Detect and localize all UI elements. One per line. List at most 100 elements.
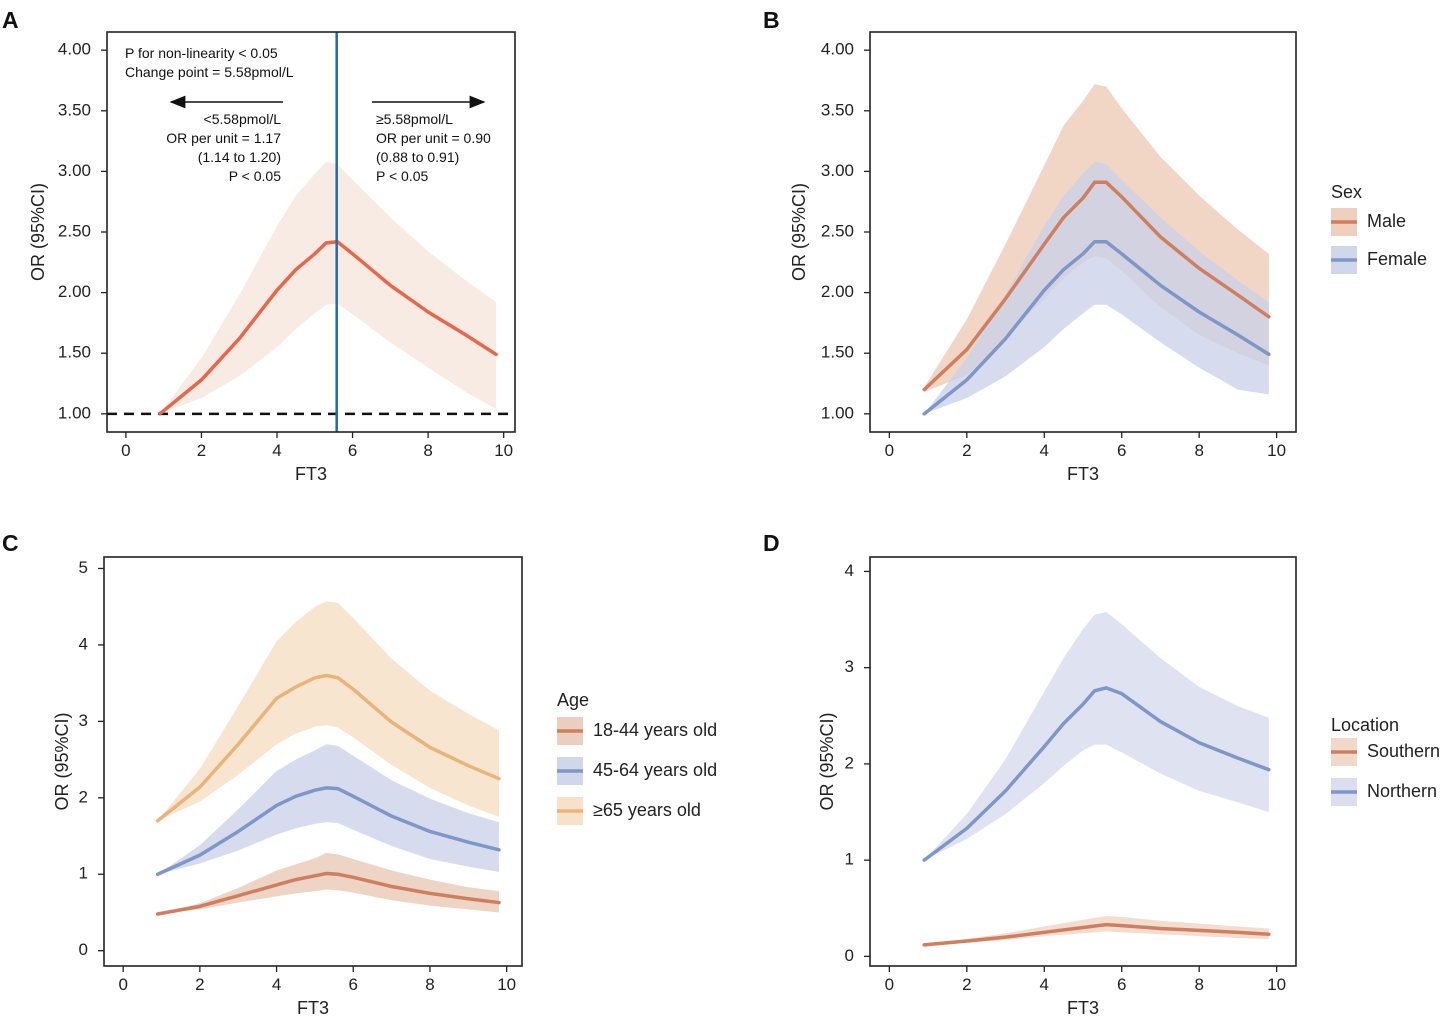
x-tick-label: 0 (118, 975, 127, 994)
x-tick-label: 8 (423, 441, 432, 460)
x-tick-label: 4 (272, 975, 281, 994)
y-tick-label: 1 (79, 864, 88, 883)
legend-label: Northern (1367, 781, 1437, 801)
x-tick-label: 4 (272, 441, 281, 460)
x-tick-label: 10 (494, 441, 513, 460)
annotation-change-point: Change point = 5.58pmol/L (125, 64, 294, 80)
y-tick-label: 1.50 (821, 343, 854, 362)
plot-area (922, 84, 1271, 416)
x-tick-label: 2 (195, 975, 204, 994)
y-tick-label: 0 (845, 946, 854, 965)
series-line-overall (158, 239, 498, 416)
x-axis-label: FT3 (1067, 998, 1099, 1018)
ci-band-45-64-years-old (157, 744, 499, 875)
x-tick-label: 10 (497, 975, 516, 994)
legend-label: Female (1367, 249, 1427, 269)
ci-band-18-44-years-old (157, 852, 499, 915)
legend-label: 45-64 years old (593, 760, 717, 780)
x-tick-label: 4 (1040, 975, 1049, 994)
panel-d: D 0 2 4 6 8 10 0 1 2 3 4 FT3 OR (95%CI) Location Southe… (763, 530, 1440, 1018)
plot-frame (869, 556, 1297, 967)
x-tick-label: 6 (1117, 975, 1126, 994)
x-tick-label: 2 (962, 441, 971, 460)
series-line-45-64-years-old (155, 786, 501, 877)
annotation-right-3: (0.88 to 0.91) (376, 149, 459, 165)
y-tick-label: 2 (79, 787, 88, 806)
legend-label: Male (1367, 211, 1406, 231)
y-tick-label: 3.50 (58, 100, 91, 119)
y-tick-label: 4 (845, 561, 854, 580)
x-tick-label: 0 (121, 441, 130, 460)
x-tick-label: 10 (1267, 975, 1286, 994)
plot-area (922, 611, 1271, 947)
annotation-left-3: (1.14 to 1.20) (198, 149, 281, 165)
legend-item: 45-64 years old (557, 757, 717, 785)
legend-item: Female (1331, 246, 1427, 274)
y-tick-label: 2.00 (58, 282, 91, 301)
y-tick-label: 3.00 (58, 161, 91, 180)
x-axis-label: FT3 (297, 998, 329, 1018)
y-tick-label: 2.50 (58, 221, 91, 240)
annotation-right-4: P < 0.05 (376, 168, 429, 184)
legend-item: Northern (1331, 778, 1437, 806)
plot-area (155, 601, 501, 916)
ci-band-northern (924, 611, 1269, 861)
y-tick-label: 3 (845, 657, 854, 676)
x-tick-label: 6 (349, 975, 358, 994)
y-tick-label: 3.50 (821, 100, 854, 119)
y-tick-label: 3.00 (821, 161, 854, 180)
y-axis-label: OR (95%CI) (28, 183, 48, 281)
series-line--65-years-old (155, 673, 501, 823)
y-axis-label: OR (95%CI) (789, 183, 809, 281)
y-tick-label: 2 (845, 753, 854, 772)
ci-band-female (924, 161, 1269, 414)
x-tick-label: 2 (962, 975, 971, 994)
legend-label: ≥65 years old (593, 800, 701, 820)
legend-title: Sex (1331, 182, 1362, 202)
x-tick-label: 8 (1194, 975, 1203, 994)
series-line-male (922, 180, 1271, 392)
annotation-left-2: OR per unit = 1.17 (166, 130, 281, 146)
y-tick-label: 4.00 (821, 40, 854, 59)
y-tick-label: 1.00 (821, 403, 854, 422)
y-axis-label: OR (95%CI) (817, 712, 837, 810)
legend-item: 18-44 years old (557, 717, 717, 745)
y-axis-label: OR (95%CI) (52, 712, 72, 810)
legend-item: Southern (1331, 738, 1440, 766)
plot-area (107, 161, 515, 416)
y-tick-label: 1.50 (58, 343, 91, 362)
y-tick-label: 2.50 (821, 221, 854, 240)
y-tick-label: 5 (79, 558, 88, 577)
series-line-northern (922, 686, 1271, 862)
x-axis-label: FT3 (1067, 464, 1099, 484)
ci-band-overall (159, 161, 497, 414)
panel-label: B (763, 7, 780, 33)
panel-label: D (763, 530, 780, 556)
legend-item: Male (1331, 208, 1406, 236)
x-tick-label: 10 (1267, 441, 1286, 460)
legend: Location Southern Northern (1331, 715, 1440, 806)
y-tick-label: 4 (79, 634, 88, 653)
annotation-nonlinearity: P for non-linearity < 0.05 (125, 45, 278, 61)
legend-label: 18-44 years old (593, 720, 717, 740)
y-tick-label: 1 (845, 850, 854, 869)
ci-band--65-years-old (157, 601, 499, 821)
panel-label: A (2, 7, 19, 33)
legend-label: Southern (1367, 741, 1440, 761)
x-tick-label: 0 (885, 441, 894, 460)
x-axis-label: FT3 (295, 464, 327, 484)
annotation-right-2: OR per unit = 0.90 (376, 130, 491, 146)
y-tick-label: 3 (79, 711, 88, 730)
legend-title: Location (1331, 715, 1399, 735)
panel-a: A 0 2 4 6 8 10 1.00 1.50 2.00 2.50 3.00 3.50 4.00 FT3 O… (2, 7, 516, 484)
x-tick-label: 4 (1040, 441, 1049, 460)
y-tick-label: 1.00 (58, 403, 91, 422)
x-tick-label: 6 (1117, 441, 1126, 460)
panel-label: C (2, 530, 19, 556)
x-tick-label: 8 (425, 975, 434, 994)
legend-item: ≥65 years old (557, 797, 701, 825)
